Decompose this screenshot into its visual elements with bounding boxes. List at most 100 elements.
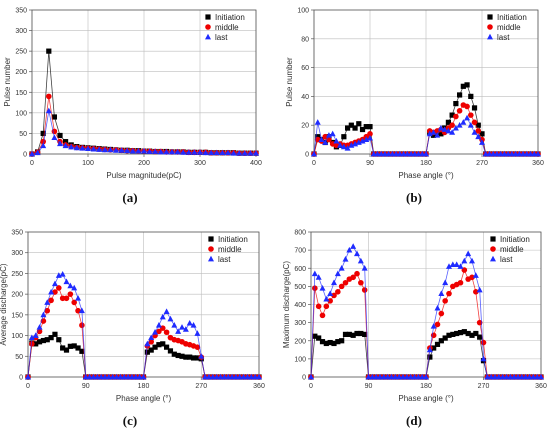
data-point xyxy=(453,101,459,107)
data-point xyxy=(475,128,482,134)
legend-label: Initiation xyxy=(215,13,245,22)
data-point xyxy=(473,330,479,337)
data-point xyxy=(442,298,448,304)
data-point xyxy=(60,345,66,351)
y-tick-label: 40 xyxy=(301,94,309,101)
x-tick-label: 90 xyxy=(366,160,374,167)
data-point xyxy=(535,150,541,157)
y-tick-label: 100 xyxy=(15,110,27,117)
data-point xyxy=(518,373,525,380)
x-tick-label: 90 xyxy=(82,383,90,390)
data-point xyxy=(155,322,162,328)
x-tick-label: 400 xyxy=(250,160,262,167)
data-point xyxy=(160,341,166,347)
y-tick-label: 500 xyxy=(294,284,306,291)
chart-panel-c: 0 90 180 270 360 0 50 100 150 200 250 300 350 Phase a… xyxy=(0,230,265,429)
data-point xyxy=(44,337,50,343)
legend-marker xyxy=(487,14,493,20)
legend-label: middle xyxy=(218,245,242,254)
data-point xyxy=(471,129,478,135)
data-point xyxy=(244,373,251,380)
data-point xyxy=(338,283,345,290)
data-point xyxy=(225,373,232,380)
data-point xyxy=(446,263,452,269)
data-point xyxy=(232,373,239,380)
data-point xyxy=(468,93,474,99)
data-point xyxy=(51,134,58,140)
y-tick-label: 0 xyxy=(19,375,23,382)
data-point xyxy=(96,146,103,152)
data-point xyxy=(140,373,147,380)
y-tick-label: 100 xyxy=(297,8,309,15)
data-point xyxy=(335,339,341,345)
legend-label: middle xyxy=(497,23,521,32)
data-point xyxy=(479,131,485,137)
x-tick-label: 180 xyxy=(420,383,432,390)
data-point xyxy=(333,137,340,144)
data-point xyxy=(62,142,69,149)
data-point xyxy=(331,292,337,299)
data-point xyxy=(361,265,368,271)
data-point xyxy=(403,373,410,380)
data-point xyxy=(392,373,399,380)
data-point xyxy=(471,119,478,126)
x-tick-label: 360 xyxy=(532,160,544,167)
x-tick-label: 0 xyxy=(309,383,313,390)
data-point xyxy=(156,328,162,335)
data-point xyxy=(229,373,236,380)
data-point xyxy=(202,149,209,156)
legend-label: last xyxy=(497,33,510,42)
data-point xyxy=(450,331,456,338)
data-point xyxy=(169,148,175,155)
legend-marker xyxy=(490,246,496,252)
data-point xyxy=(225,149,231,156)
data-point xyxy=(71,299,77,306)
data-point xyxy=(202,373,209,380)
data-point xyxy=(468,112,474,118)
data-point xyxy=(354,270,360,277)
data-point xyxy=(441,126,448,132)
data-point xyxy=(28,334,35,341)
data-point xyxy=(453,113,459,120)
y-tick-label: 200 xyxy=(11,292,23,299)
data-point xyxy=(148,347,154,353)
data-point xyxy=(230,149,237,156)
data-point xyxy=(205,373,212,380)
data-point xyxy=(334,270,341,277)
data-point xyxy=(419,373,426,380)
data-point xyxy=(221,373,228,380)
data-point xyxy=(36,324,43,330)
y-tick-label: 100 xyxy=(11,333,23,340)
data-point xyxy=(86,373,93,380)
data-point xyxy=(163,329,170,336)
data-point xyxy=(345,125,351,131)
data-point xyxy=(426,346,433,353)
data-point xyxy=(136,373,143,380)
data-point xyxy=(476,286,483,293)
data-point xyxy=(190,322,197,328)
data-point xyxy=(503,373,510,380)
x-tick-label: 300 xyxy=(194,160,206,167)
data-point xyxy=(316,335,322,341)
data-point xyxy=(396,373,403,380)
y-tick-label: 350 xyxy=(11,230,23,237)
data-point xyxy=(34,149,41,156)
legend-label: Initiation xyxy=(500,235,530,244)
data-point xyxy=(446,332,452,338)
legend-marker xyxy=(490,255,496,262)
data-point xyxy=(479,139,485,145)
data-point xyxy=(125,373,132,380)
data-point xyxy=(431,345,437,351)
legend-label: middle xyxy=(500,245,524,254)
data-point xyxy=(361,287,368,293)
data-point xyxy=(384,373,391,380)
data-point xyxy=(46,93,52,100)
x-axis-label: Phase angle (°) xyxy=(398,171,454,180)
data-point xyxy=(423,150,429,157)
data-point xyxy=(373,373,380,380)
data-point xyxy=(152,329,159,335)
data-point xyxy=(472,272,479,278)
y-tick-label: 200 xyxy=(294,338,306,345)
y-tick-label: 20 xyxy=(301,123,309,130)
data-point xyxy=(369,373,376,380)
